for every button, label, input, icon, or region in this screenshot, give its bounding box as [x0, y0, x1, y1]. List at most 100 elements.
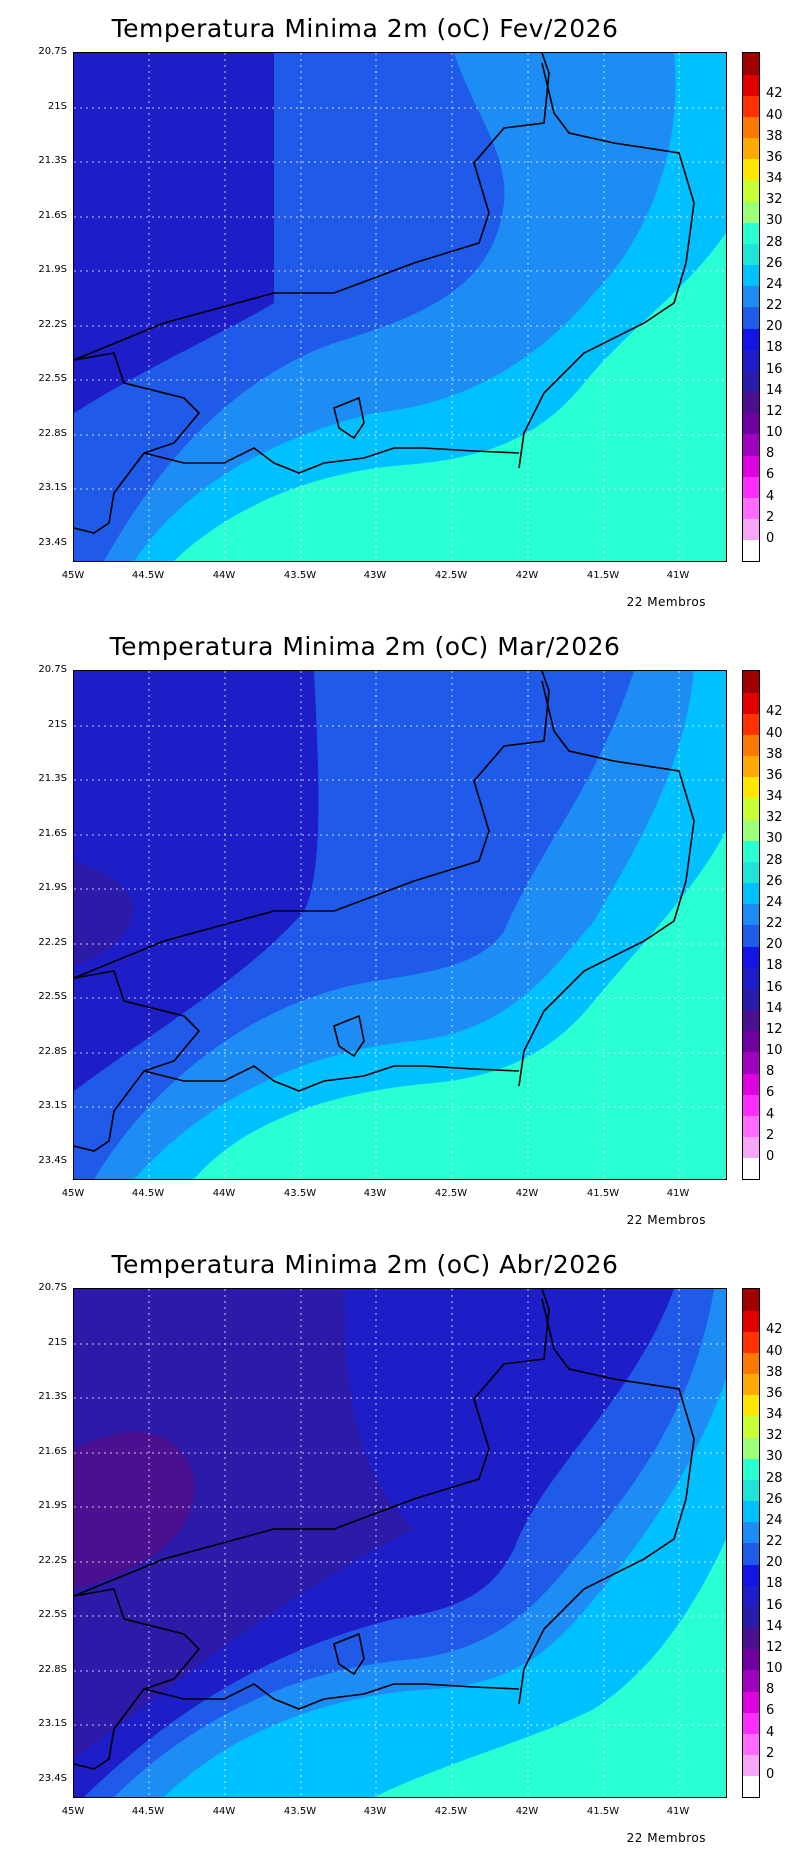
legend-swatch	[743, 692, 759, 714]
contour-map	[73, 52, 727, 562]
members-label: 22 Membros	[626, 1213, 706, 1227]
lat-tick: 21.9S	[38, 882, 67, 893]
lon-tick: 44W	[212, 1806, 236, 1817]
legend-label: 32	[766, 1428, 783, 1444]
legend-label: 10	[766, 1661, 783, 1676]
legend-swatch	[743, 539, 759, 562]
legend-label: 30	[766, 213, 783, 229]
lon-tick: 43W	[363, 1188, 387, 1199]
legend-swatch	[743, 264, 759, 287]
lat-tick: 22.2S	[38, 937, 67, 948]
lat-tick: 20.7S	[38, 46, 67, 57]
lat-tick: 21S	[47, 719, 67, 730]
legend-swatch	[743, 1009, 759, 1032]
lat-tick: 21.6S	[38, 828, 67, 839]
legend-swatch	[743, 946, 759, 968]
legend-swatch	[743, 1670, 759, 1692]
legend-label: 22	[766, 916, 783, 931]
legend-swatch	[743, 116, 759, 139]
legend-label: 6	[766, 1085, 775, 1101]
legend-swatch	[743, 1775, 759, 1798]
lat-tick: 20.7S	[38, 664, 67, 675]
legend-swatch	[743, 819, 759, 841]
legend-label: 24	[766, 894, 783, 910]
lon-tick: 41.5W	[586, 570, 620, 581]
legend-label: 34	[766, 789, 783, 804]
legend-label: 30	[766, 1449, 783, 1465]
lon-tick: 42.5W	[434, 1806, 468, 1817]
panel-mar: Temperatura Minima 2m (oC) Mar/2026	[0, 618, 800, 1236]
legend-label: 28	[766, 234, 783, 250]
legend-swatch	[743, 1500, 759, 1523]
legend-label: 26	[766, 1491, 783, 1507]
legend-swatch	[743, 713, 759, 735]
legend-label: 30	[766, 831, 783, 847]
legend-label: 0	[766, 1148, 775, 1164]
lon-tick: 41W	[666, 570, 690, 581]
legend-swatch	[743, 1712, 759, 1734]
legend-swatch	[743, 455, 759, 477]
lat-tick: 23.1S	[38, 482, 67, 493]
lon-tick: 42W	[515, 1806, 539, 1817]
legend-label: 2	[766, 1745, 775, 1761]
legend-swatch	[743, 1094, 759, 1116]
lat-tick: 22.5S	[38, 1609, 67, 1620]
legend-swatch	[743, 1479, 759, 1502]
legend-swatch	[743, 1331, 759, 1353]
state-borders	[74, 53, 695, 534]
legend-label: 26	[766, 255, 783, 271]
lon-tick: 42.5W	[434, 570, 468, 581]
legend-label: 32	[766, 810, 783, 826]
legend-label: 20	[766, 319, 783, 335]
legend-swatch	[743, 201, 759, 223]
lon-tick: 44W	[212, 1188, 236, 1199]
lon-tick: 43.5W	[283, 1806, 317, 1817]
lon-tick: 41.5W	[586, 1806, 620, 1817]
legend-label: 22	[766, 1534, 783, 1549]
legend-swatch	[743, 1606, 759, 1629]
legend-swatch	[743, 925, 759, 947]
legend-label: 14	[766, 1000, 783, 1016]
lon-tick: 43.5W	[283, 570, 317, 581]
legend-swatch	[743, 1458, 759, 1480]
panel-title: Temperatura Minima 2m (oC) Mar/2026	[109, 632, 621, 661]
lon-tick: 42W	[515, 570, 539, 581]
legend-swatch	[743, 861, 759, 884]
legend-label: 24	[766, 1512, 783, 1528]
legend-swatch	[743, 243, 759, 266]
map-svg	[74, 1289, 726, 1797]
legend-swatch	[743, 1310, 759, 1332]
lon-tick: 41W	[666, 1806, 690, 1817]
legend-swatch	[743, 1648, 759, 1671]
map-svg	[74, 53, 726, 561]
lat-tick: 22.2S	[38, 319, 67, 330]
lon-tick: 45W	[61, 1806, 85, 1817]
legend-swatch	[743, 391, 759, 414]
legend-swatch	[743, 903, 759, 926]
legend-swatch	[743, 74, 759, 96]
legend-label: 16	[766, 1597, 783, 1613]
lat-tick: 22.8S	[38, 428, 67, 439]
legend-swatch	[743, 1585, 759, 1607]
legend-label: 14	[766, 1618, 783, 1634]
legend-swatch	[743, 307, 759, 329]
legend-swatch	[743, 95, 759, 117]
members-label: 22 Membros	[626, 1831, 706, 1845]
members-label: 22 Membros	[626, 595, 706, 609]
legend-swatch	[743, 1157, 759, 1180]
contour-map	[73, 670, 727, 1180]
legend-swatch	[743, 180, 759, 202]
lat-tick: 22.2S	[38, 1555, 67, 1566]
legend-swatch	[743, 1136, 759, 1159]
lon-tick: 45W	[61, 1188, 85, 1199]
legend-swatch	[743, 1733, 759, 1756]
lon-tick: 42W	[515, 1188, 539, 1199]
panel-abr: Temperatura Minima 2m (oC) Abr/2026	[0, 1236, 800, 1854]
color-legend	[742, 52, 760, 562]
lon-tick: 43.5W	[283, 1188, 317, 1199]
legend-label: 4	[766, 1724, 775, 1740]
legend-label: 4	[766, 488, 775, 504]
lon-tick: 44.5W	[131, 1188, 165, 1199]
legend-swatch	[743, 1754, 759, 1777]
legend-label: 14	[766, 382, 783, 398]
